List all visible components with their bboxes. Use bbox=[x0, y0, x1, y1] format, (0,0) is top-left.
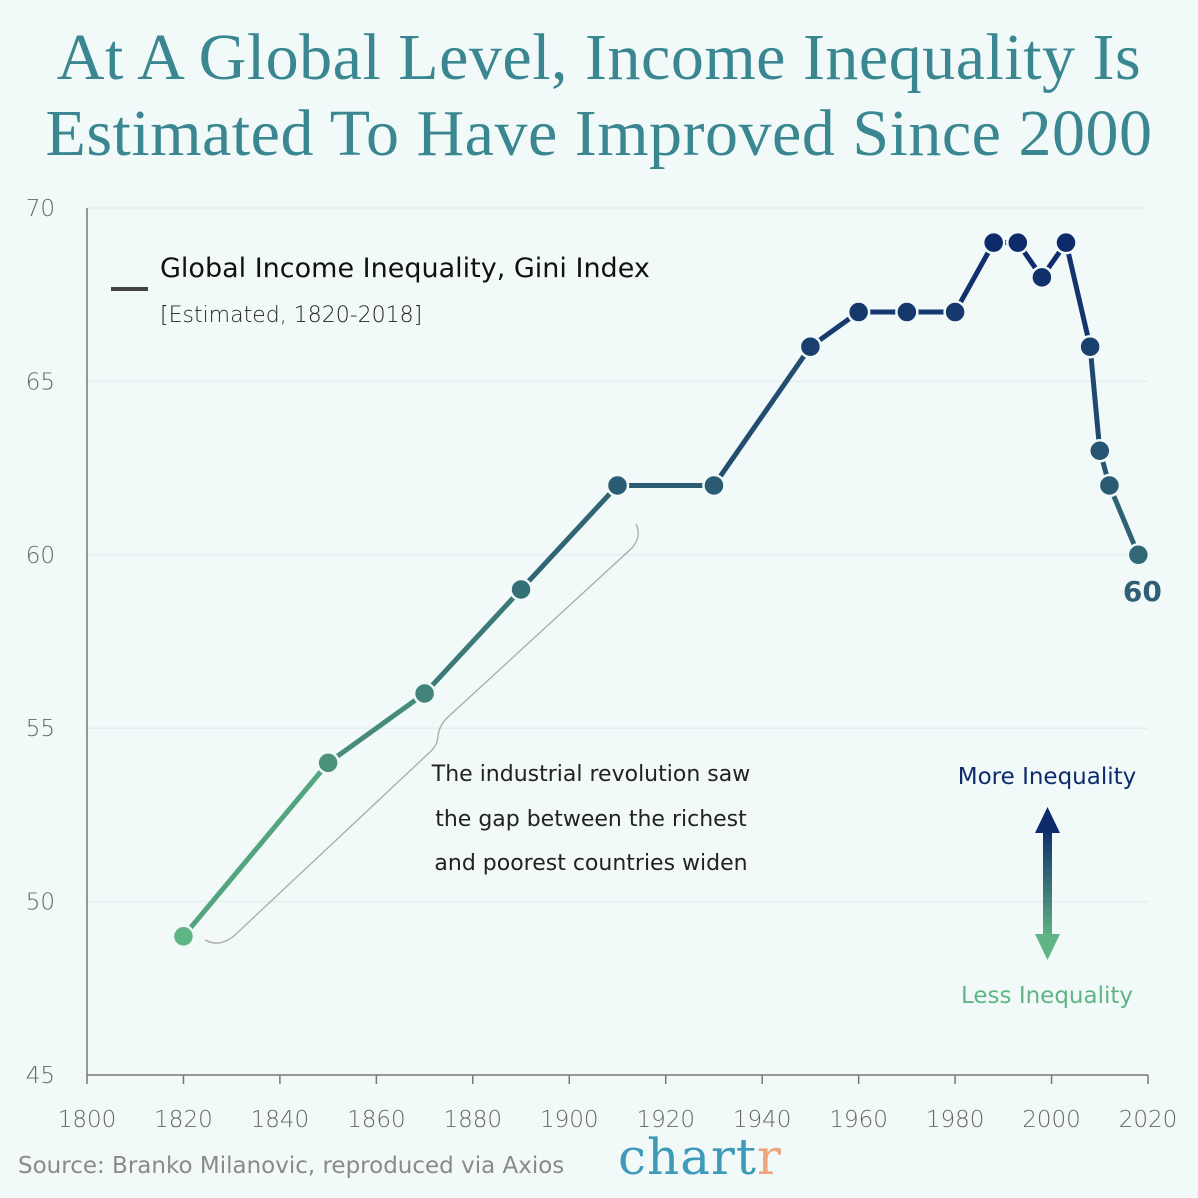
data-point bbox=[605, 473, 630, 498]
legend-title: Global Income Inequality, Gini Index bbox=[160, 253, 650, 284]
line-segment bbox=[422, 586, 524, 697]
y-tick-label: 50 bbox=[26, 890, 55, 916]
line-segment bbox=[1087, 344, 1103, 454]
end-value-label: 60 bbox=[1123, 575, 1162, 608]
line-segment bbox=[711, 344, 813, 488]
x-tick-label: 2000 bbox=[1022, 1107, 1081, 1133]
data-point bbox=[846, 300, 871, 324]
data-point bbox=[1088, 439, 1112, 463]
data-point bbox=[1006, 230, 1030, 255]
x-tick-label: 1880 bbox=[444, 1107, 503, 1133]
data-point bbox=[1030, 265, 1054, 290]
y-tick-label: 70 bbox=[26, 196, 55, 222]
line-segment bbox=[180, 760, 331, 939]
data-point bbox=[702, 473, 726, 498]
data-point bbox=[1078, 334, 1102, 359]
y-tick-label: 60 bbox=[26, 543, 55, 569]
logo-accent: r bbox=[757, 1128, 782, 1186]
x-tick-label: 2020 bbox=[1119, 1107, 1178, 1133]
data-point bbox=[171, 924, 196, 949]
data-point bbox=[1097, 473, 1122, 498]
line-segment bbox=[325, 691, 428, 766]
data-point bbox=[412, 681, 437, 706]
annotation-line: the gap between the richest bbox=[435, 807, 747, 832]
line-segment bbox=[518, 482, 620, 592]
chartr-logo: chartr bbox=[618, 1128, 782, 1186]
data-point bbox=[1126, 543, 1151, 567]
more-inequality-label: More Inequality bbox=[958, 764, 1137, 790]
title-line-2: Estimated To Have Improved Since 2000 bbox=[45, 97, 1153, 170]
legend-subtitle: [Estimated, 1820-2018] bbox=[160, 303, 422, 328]
x-tick-label: 1980 bbox=[926, 1107, 985, 1133]
logo-main: chart bbox=[618, 1128, 758, 1186]
data-point bbox=[981, 230, 1006, 255]
x-tick-label: 1800 bbox=[58, 1107, 117, 1133]
line-segment bbox=[1106, 482, 1141, 558]
source-note: Source: Branko Milanovic, reproduced via… bbox=[18, 1153, 565, 1179]
data-point bbox=[895, 300, 919, 324]
data-point bbox=[798, 334, 823, 359]
annotation-text: The industrial revolution saw the gap be… bbox=[431, 762, 750, 876]
x-tick-label: 1920 bbox=[636, 1107, 695, 1133]
annotation-brace bbox=[204, 523, 639, 944]
data-point bbox=[943, 300, 967, 324]
data-point bbox=[1054, 230, 1078, 255]
less-inequality-label: Less Inequality bbox=[961, 983, 1133, 1009]
y-tick-label: 45 bbox=[26, 1063, 55, 1089]
x-tick-label: 1860 bbox=[347, 1107, 406, 1133]
x-tick-label: 1960 bbox=[829, 1107, 888, 1133]
x-tick-label: 1900 bbox=[540, 1107, 599, 1133]
data-point bbox=[509, 577, 533, 602]
x-tick-label: 1820 bbox=[154, 1107, 213, 1133]
y-tick-label: 65 bbox=[26, 369, 55, 395]
x-tick-label: 1840 bbox=[251, 1107, 310, 1133]
double-arrow-icon bbox=[1035, 807, 1060, 960]
line-segment bbox=[952, 240, 997, 315]
y-tick-label: 55 bbox=[26, 716, 55, 742]
title-line-1: At A Global Level, Income Inequality Is bbox=[56, 21, 1142, 94]
data-point bbox=[316, 751, 340, 775]
x-tick-label: 1940 bbox=[733, 1107, 792, 1133]
annotation-line: and poorest countries widen bbox=[434, 851, 747, 876]
line-segment bbox=[1063, 240, 1093, 350]
annotation-line: The industrial revolution saw bbox=[431, 762, 750, 787]
chart-title: At A Global Level, Income Inequality Is … bbox=[0, 20, 1198, 172]
